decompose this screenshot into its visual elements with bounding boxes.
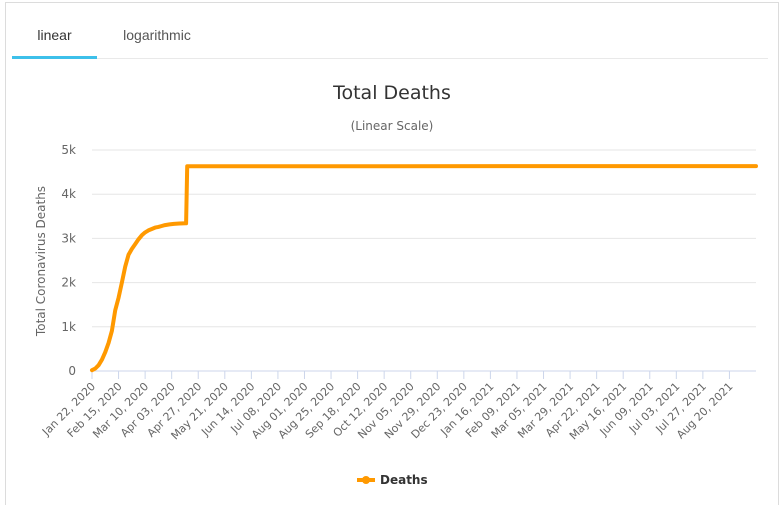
y-tick-label: 1k — [61, 320, 76, 334]
y-tick-labels: 0 1k 2k 3k 4k 5k — [61, 143, 76, 378]
chart-subtitle: (Linear Scale) — [351, 119, 434, 133]
legend-marker-icon — [362, 476, 370, 484]
scale-tabs: linear logarithmic — [12, 14, 768, 59]
grid-lines — [92, 149, 756, 372]
legend[interactable]: Deaths — [357, 473, 428, 487]
series-layer — [90, 164, 758, 373]
chart-title: Total Deaths — [332, 82, 451, 104]
tab-linear[interactable]: linear — [12, 14, 97, 59]
y-tick-label: 0 — [68, 364, 76, 378]
legend-label-deaths[interactable]: Deaths — [380, 473, 428, 487]
y-tick-label: 4k — [61, 187, 76, 201]
y-tick-label: 5k — [61, 143, 76, 157]
series-line-deaths[interactable] — [90, 164, 758, 373]
y-tick-label: 2k — [61, 276, 76, 290]
y-tick-label: 3k — [61, 231, 76, 245]
chart-panel — [5, 2, 779, 505]
y-axis-label: Total Coronavirus Deaths — [34, 186, 48, 337]
tab-logarithmic[interactable]: logarithmic — [123, 27, 191, 43]
